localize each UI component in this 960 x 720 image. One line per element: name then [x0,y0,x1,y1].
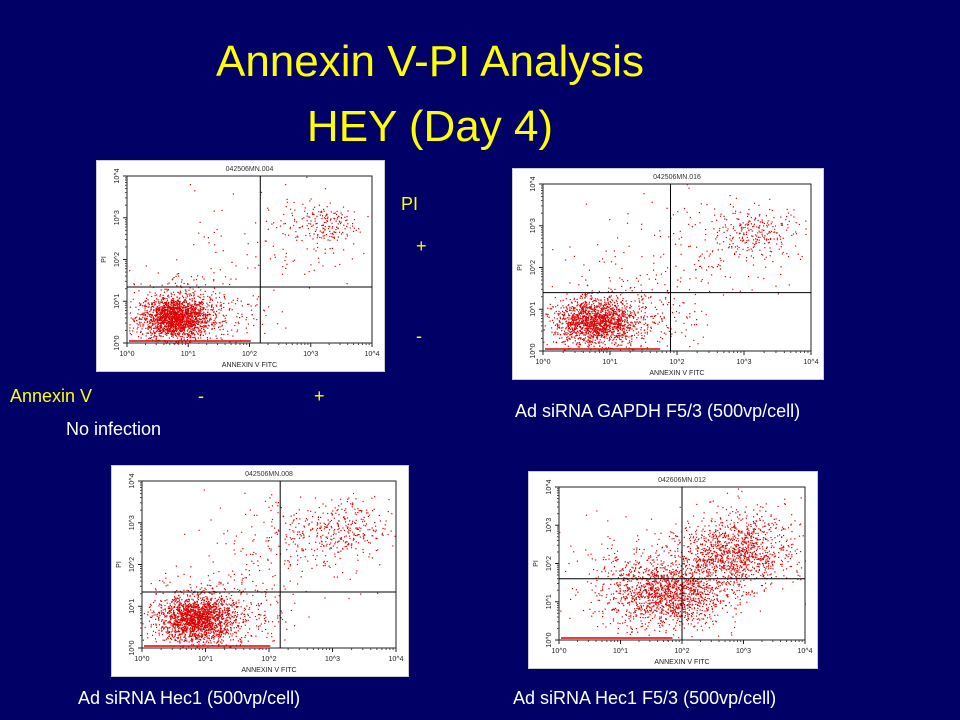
x-axis-title: ANNEXIN V FITC [241,667,296,674]
x-tick-label: 10^3 [736,648,751,655]
flow-plot-svg: 042506MN.008 10^010^0 10^1 10^1 10^2 10^2 10^3… [116,471,404,674]
y-tick-label: 10^2 [114,252,121,267]
y-tick-label: 10^3 [530,218,537,233]
x-tick-label: 10^1 [613,648,628,655]
y-tick-label: 10^3 [546,518,553,533]
y-tick-label: 10^0 [129,640,136,655]
annexin-plus-label: + [314,386,325,406]
y-axis-title: PI [101,256,108,263]
flow-plot-svg: 042606MN.012 10^010^0 10^1 10^1 10^2 10^2 10^3… [533,477,813,666]
caption-hec1: Ad siRNA Hec1 (500vp/cell) [78,688,301,708]
page-subtitle: HEY (Day 4) [306,102,554,151]
x-axis-title: ANNEXIN V FITC [222,362,277,369]
caption-no-infection: No infection [66,419,162,439]
x-tick-label: 10^3 [737,359,752,366]
flow-plot-no-infection: 042506MN.004 10^0 10^0 10^1 10^1 10^2 10^2 10^3… [96,160,385,372]
file-id-label: 042606MN.012 [658,477,706,484]
x-tick-label: 10^2 [262,656,277,663]
flow-plot-gapdh: 042506MN.016 10^0 10^0 10^1 10^1 10^2 10^2 10^3… [512,168,824,380]
y-tick-label: 10^2 [129,557,136,572]
x-tick-label: 10^1 [603,359,618,366]
y-tick-label: 10^4 [129,473,136,488]
flow-plot-hec1-f53: 042606MN.012 10^0 10^0 10^1 10^1 10^2 10^2 10^3… [528,471,818,669]
plot-frame [141,480,397,649]
caption-hec1-f53: Ad siRNA Hec1 F5/3 (500vp/cell) [513,688,777,708]
x-tick-label: 10^3 [303,351,318,358]
x-tick-label: 10^0 [536,359,551,366]
file-id-label: 042506MN.016 [653,174,701,181]
annexin-minus-label: - [198,386,204,406]
x-tick-label: 10^3 [325,656,340,663]
pi-axis-label: PI [401,194,419,214]
y-axis-title: PI [517,264,524,271]
y-tick-label: 10^4 [530,176,537,191]
x-tick-label: 10^1 [181,351,196,358]
x-tick-label: 10^2 [242,351,257,358]
caption-gapdh: Ad siRNA GAPDH F5/3 (500vp/cell) [515,401,801,421]
x-tick-label: 10^4 [389,656,404,663]
file-id-label: 042506MN.004 [226,166,274,173]
flow-plot-svg: 042506MN.004 10^010^0 10^1 10^1 10^2 10^2 10^3… [101,166,380,369]
x-tick-label: 10^4 [798,648,813,655]
y-tick-label: 10^1 [129,599,136,614]
y-tick-label: 10^4 [546,479,553,494]
x-tick-label: 10^0 [120,351,135,358]
x-tick-label: 10^0 [552,648,567,655]
y-tick-label: 10^4 [114,168,121,183]
x-tick-label: 10^2 [675,648,690,655]
y-tick-label: 10^3 [114,210,121,225]
x-axis-title: ANNEXIN V FITC [654,659,709,666]
y-tick-label: 10^0 [530,343,537,358]
y-tick-label: 10^2 [530,260,537,275]
y-tick-label: 10^2 [546,556,553,571]
x-axis-title: ANNEXIN V FITC [649,370,704,377]
annexin-axis-label: Annexin V [10,386,93,406]
y-axis-title: PI [533,560,540,567]
x-tick-label: 10^4 [365,351,380,358]
y-tick-label: 10^1 [546,594,553,609]
dot-cloud [543,184,807,352]
y-tick-label: 10^1 [530,302,537,317]
y-tick-label: 10^1 [114,294,121,309]
x-tick-label: 10^4 [804,359,819,366]
pi-minus-label: - [416,326,422,346]
flow-plot-svg: 042506MN.016 10^010^0 10^1 10^1 10^2 10^2 10^3… [517,174,819,377]
x-tick-label: 10^1 [198,656,213,663]
y-tick-label: 10^3 [129,515,136,530]
y-tick-label: 10^0 [546,632,553,647]
y-tick-label: 10^0 [114,335,121,350]
file-id-label: 042506MN.008 [245,471,293,478]
pi-plus-label: + [416,236,427,256]
flow-plot-hec1: 042506MN.008 10^0 10^0 10^1 10^1 10^2 10^2 10^3… [111,465,409,677]
x-tick-label: 10^0 [135,656,150,663]
page-title: Annexin V-PI Analysis [215,37,644,86]
dot-cloud [559,488,806,642]
dot-cloud [129,176,369,345]
y-axis-title: PI [116,561,123,568]
x-tick-label: 10^2 [670,359,685,366]
